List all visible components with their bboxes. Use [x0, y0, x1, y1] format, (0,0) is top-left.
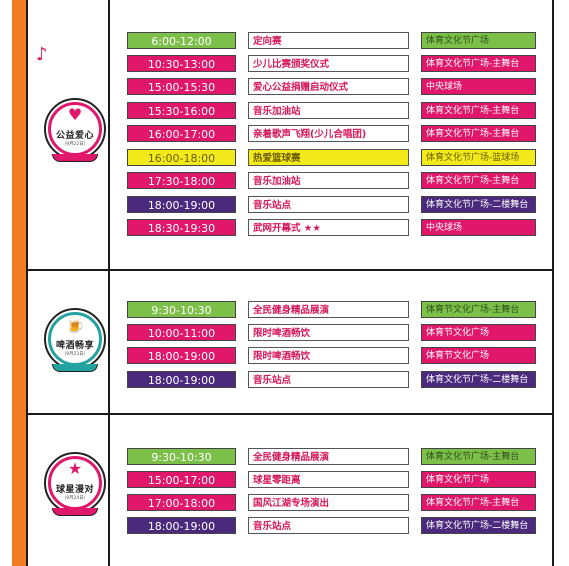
badge-title: 公益爱心 — [55, 131, 94, 141]
beer-icon: 🍺 — [65, 315, 85, 334]
schedule-row: 15:30-16:00 音乐加油站 体育文化节广场-主舞台 — [0, 102, 569, 119]
schedule-row: 9:30-10:30 全民健身精品展演 体育文化节广场-主舞台 — [0, 448, 569, 465]
location-cell: 体育文化节广场-主舞台 — [421, 55, 536, 72]
location-cell: 体育文化节广场-二楼舞台 — [421, 371, 536, 388]
schedule-row: 18:00-19:00 音乐站点 体育文化节广场-二楼舞台 — [0, 517, 569, 534]
schedule-row: 9:30-10:30 全民健身精品展演 体育节文化广场-主舞台 — [0, 301, 569, 318]
heart-icon: ♥ — [67, 105, 83, 124]
location-cell: 体育文化节广场-主舞台 — [421, 494, 536, 511]
activity-cell: 武网开幕式 ★★ — [248, 219, 409, 236]
section-badge: 🍺 啤酒畅享 (9月23日) — [44, 308, 106, 372]
section-badge: ♥ 公益爱心 (9月22日) — [44, 98, 106, 162]
schedule-row: 15:00-17:00 球星零距离 体育文化节广场 — [0, 471, 569, 488]
schedule-row: 18:30-19:30 武网开幕式 ★★ 中央球场 — [0, 219, 569, 236]
time-cell: 15:00-15:30 — [127, 78, 236, 95]
activity-cell: 限时啤酒畅饮 — [248, 347, 409, 364]
badge-title: 球星漫对 — [55, 485, 94, 495]
time-cell: 16:00-18:00 — [127, 149, 236, 166]
time-cell: 6:00-12:00 — [127, 32, 236, 49]
time-cell: 18:30-19:30 — [127, 219, 236, 236]
schedule-row: 17:30-18:00 音乐加油站 体育文化节广场-主舞台 — [0, 172, 569, 189]
location-cell: 体育文化节广场-篮球场 — [421, 149, 536, 166]
activity-cell: 全民健身精品展演 — [248, 448, 409, 465]
frame-left-line — [26, 0, 28, 566]
schedule-row: 16:00-17:00 亲着歌声飞翔(少儿合唱团) 体育文化节广场-主舞台 — [0, 125, 569, 142]
activity-cell: 限时啤酒畅饮 — [248, 324, 409, 341]
activity-cell: 定向赛 — [248, 32, 409, 49]
time-cell: 15:30-16:00 — [127, 102, 236, 119]
location-cell: 体育文化节广场-二楼舞台 — [421, 517, 536, 534]
location-cell: 体育文化节广场-主舞台 — [421, 102, 536, 119]
badge-date: (9月23日) — [64, 352, 86, 357]
music-note-icon: ♪ — [36, 44, 48, 65]
time-cell: 17:30-18:00 — [127, 172, 236, 189]
badge-title: 啤酒畅享 — [55, 341, 94, 351]
activity-cell: 热爱篮球赛 — [248, 149, 409, 166]
star-icon: ★ — [67, 459, 83, 478]
activity-cell: 国风江湖专场演出 — [248, 494, 409, 511]
time-cell: 15:00-17:00 — [127, 471, 236, 488]
schedule-row: 18:00-19:00 限时啤酒畅饮 体育节文化广场 — [0, 347, 569, 364]
location-cell: 体育节文化广场 — [421, 347, 536, 364]
activity-cell: 亲着歌声飞翔(少儿合唱团) — [248, 125, 409, 142]
schedule-row: 10:00-11:00 限时啤酒畅饮 体育节文化广场 — [0, 324, 569, 341]
schedule-row: 15:00-15:30 爱心公益捐赠启动仪式 中央球场 — [0, 78, 569, 95]
activity-cell: 爱心公益捐赠启动仪式 — [248, 78, 409, 95]
schedule-row: 16:00-18:00 热爱篮球赛 体育文化节广场-篮球场 — [0, 149, 569, 166]
section-badge: ★ 球星漫对 (9月24日) — [44, 452, 106, 516]
time-cell: 18:00-19:00 — [127, 371, 236, 388]
location-cell: 体育文化节广场 — [421, 471, 536, 488]
time-cell: 16:00-17:00 — [127, 125, 236, 142]
time-cell: 18:00-19:00 — [127, 196, 236, 213]
activity-cell: 少儿比赛颁奖仪式 — [248, 55, 409, 72]
location-cell: 中央球场 — [421, 78, 536, 95]
schedule-row: 10:30-13:00 少儿比赛颁奖仪式 体育文化节广场-主舞台 — [0, 55, 569, 72]
schedule-row: 18:00-19:00 音乐站点 体育文化节广场-二楼舞台 — [0, 371, 569, 388]
schedule-row: 17:00-18:00 国风江湖专场演出 体育文化节广场-主舞台 — [0, 494, 569, 511]
location-cell: 体育节文化广场-主舞台 — [421, 301, 536, 318]
location-cell: 中央球场 — [421, 219, 536, 236]
badge-date: (9月22日) — [64, 142, 86, 147]
activity-cell: 音乐加油站 — [248, 172, 409, 189]
schedule-row: 6:00-12:00 定向赛 体育文化节广场 — [0, 32, 569, 49]
activity-cell: 音乐站点 — [248, 196, 409, 213]
badge-date: (9月24日) — [64, 496, 86, 501]
time-cell: 17:00-18:00 — [127, 494, 236, 511]
schedule-row: 18:00-19:00 音乐站点 体育文化节广场-二楼舞台 — [0, 196, 569, 213]
time-cell: 10:00-11:00 — [127, 324, 236, 341]
time-cell: 9:30-10:30 — [127, 301, 236, 318]
activity-cell: 音乐加油站 — [248, 102, 409, 119]
location-cell: 体育文化节广场-主舞台 — [421, 172, 536, 189]
location-cell: 体育文化节广场-主舞台 — [421, 125, 536, 142]
frame-right-line — [552, 0, 554, 566]
left-orange-bar — [12, 0, 27, 566]
activity-cell: 全民健身精品展演 — [248, 301, 409, 318]
activity-cell: 球星零距离 — [248, 471, 409, 488]
section-divider-2 — [26, 413, 554, 415]
time-cell: 18:00-19:00 — [127, 347, 236, 364]
location-cell: 体育文化节广场 — [421, 32, 536, 49]
time-cell: 18:00-19:00 — [127, 517, 236, 534]
frame-divider-line — [108, 0, 110, 566]
location-cell: 体育文化节广场-主舞台 — [421, 448, 536, 465]
activity-cell: 音乐站点 — [248, 517, 409, 534]
time-cell: 9:30-10:30 — [127, 448, 236, 465]
section-divider-1 — [26, 269, 554, 271]
location-cell: 体育文化节广场-二楼舞台 — [421, 196, 536, 213]
activity-cell: 音乐站点 — [248, 371, 409, 388]
location-cell: 体育节文化广场 — [421, 324, 536, 341]
time-cell: 10:30-13:00 — [127, 55, 236, 72]
